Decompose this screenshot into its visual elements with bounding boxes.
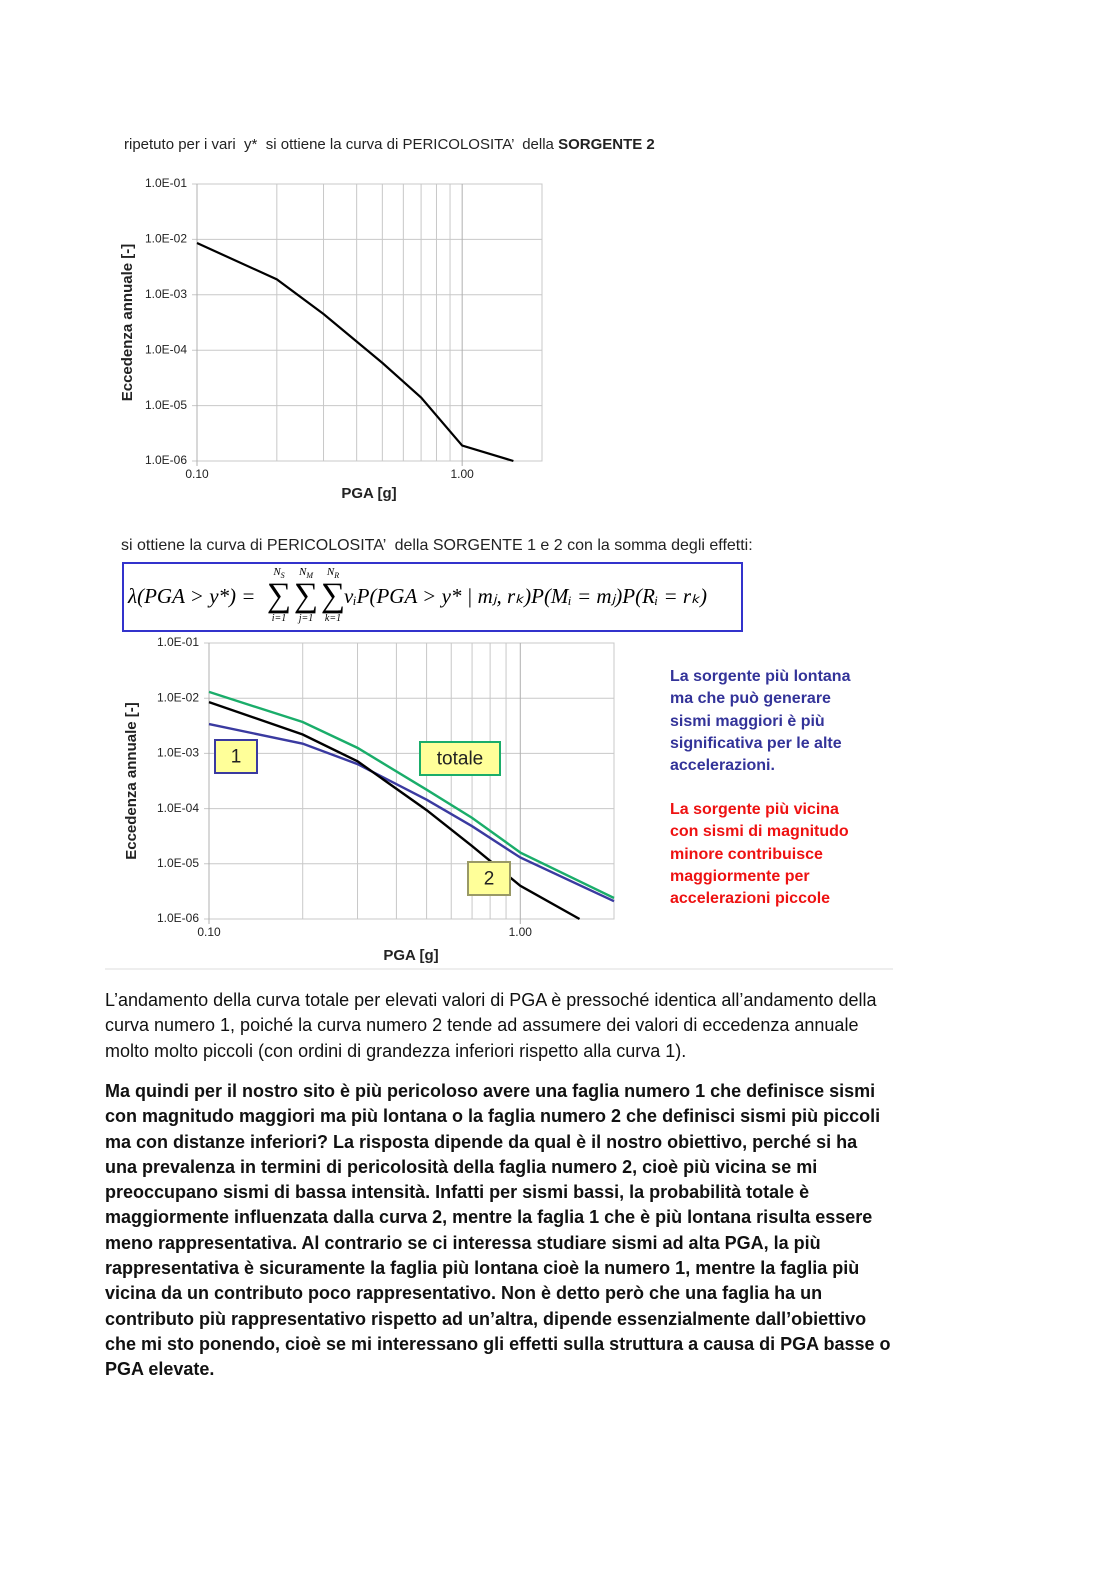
summation: NS ∑ i=1 [266, 566, 292, 624]
sum-lower: k=1 [324, 613, 342, 624]
formula: λ(PGA > y*) = vᵢP(PGA > y* | mⱼ, rₖ)P(Mᵢ… [122, 562, 743, 632]
series-label: totale [437, 749, 483, 770]
y-tick-label: 1.0E-01 [157, 635, 199, 649]
paragraph-line: con magnitudo maggiori ma più lontana o … [105, 1106, 881, 1127]
sum-upper-sub: R [334, 571, 340, 581]
paragraph-line: curva numero 1, poiché la curva numero 2… [105, 1015, 859, 1036]
sum-lower: i=1 [271, 613, 287, 624]
note-line: minore contribuisce [670, 845, 823, 863]
note-line: La sorgente più vicina [670, 801, 839, 818]
curve [208, 690, 615, 900]
note-line: ma che può generare [670, 690, 831, 708]
y-axis-label: Eccedenza annuale [-] [119, 244, 136, 402]
note-line: sismi maggiori è più [670, 712, 825, 730]
sum-upper-sub: S [280, 571, 285, 581]
y-tick-label: 1.0E-06 [145, 453, 187, 467]
y-tick-label: 1.0E-01 [145, 176, 187, 190]
sum-upper-n: N [298, 566, 307, 578]
curve [208, 722, 615, 903]
curve [196, 242, 514, 463]
paragraph: L’andamento della curva totale per eleva… [105, 988, 876, 1064]
note-line: maggiormente per [670, 867, 810, 885]
paragraph-bold: Ma quindi per il nostro sito è più peric… [105, 1079, 891, 1383]
paragraph-line: rappresentativa è sicuramente la faglia … [105, 1258, 860, 1279]
sum-upper: NM [293, 566, 319, 581]
paragraph-line: che mi sto ponendo, cioè se mi interessa… [105, 1333, 891, 1354]
x-tick-label: 1.00 [450, 467, 474, 481]
paragraph-line: maggiormente influenzata dalla curva 2, … [105, 1207, 873, 1228]
sum-sign: ∑ [320, 577, 346, 614]
note-red: La sorgente più vicina con sismi di magni… [670, 799, 849, 910]
note-line: accelerazioni. [670, 757, 775, 775]
x-tick-label: 0.10 [197, 925, 221, 939]
note-line: accelerazioni piccole [670, 890, 831, 908]
y-tick-label: 1.0E-02 [157, 690, 199, 704]
paragraph-line: contributo più rappresentativo rispetto … [105, 1308, 867, 1329]
rule [105, 968, 893, 970]
sum-lower: j=1 [298, 613, 314, 624]
intro-bold: SORGENTE 2 [558, 136, 655, 153]
series-label: 2 [484, 869, 495, 890]
sum-upper: NS [266, 566, 292, 581]
y-tick-label: 1.0E-02 [145, 232, 187, 246]
x-tick-label: 0.10 [185, 467, 209, 481]
curve [208, 700, 581, 921]
sum-upper-n: N [326, 566, 335, 578]
y-tick-label: 1.0E-03 [145, 287, 187, 301]
sum-upper-n: N [273, 566, 281, 578]
y-axis-label: Eccedenza annuale [-] [123, 702, 140, 860]
y-tick-label: 1.0E-03 [157, 746, 199, 760]
paragraph-line: L’andamento della curva totale per eleva… [105, 990, 877, 1010]
note-line: significativa per le alte [670, 734, 842, 752]
sum-sign: ∑ [293, 577, 319, 614]
paragraph-line: PGA elevate. [105, 1359, 215, 1380]
series-label: 1 [231, 747, 242, 768]
paragraph-line: Ma quindi per il nostro sito è più peric… [105, 1081, 876, 1101]
paragraph-line: molto molto piccoli (con ordini di grand… [105, 1040, 687, 1061]
x-axis-label: PGA [g] [383, 947, 438, 964]
paragraph-line: una prevalenza in termini di pericolosit… [105, 1156, 818, 1177]
x-tick-label: 1.00 [509, 925, 533, 939]
sum-upper-sub: M [306, 571, 313, 581]
paragraph-line: preoccupano sismi di bassa intensità. In… [105, 1182, 810, 1203]
note-line: con sismi di magnitudo [670, 823, 849, 841]
intro: si ottiene la curva di PERICOLOSITA’ del… [121, 537, 753, 554]
y-tick-label: 1.0E-05 [145, 398, 187, 412]
intro-text: ripetuto per i vari y* si ottiene la cur… [124, 136, 559, 153]
series-label-box [214, 739, 258, 774]
paragraph-line: ma con distanze inferiori? La risposta d… [105, 1131, 858, 1152]
formula-lhs: λ(PGA > y*) = [128, 584, 256, 608]
y-tick-label: 1.0E-04 [157, 801, 199, 815]
note-line: La sorgente più lontana [670, 668, 851, 685]
charts: 1.0E-01 1.0E-02 1.0E-03 1.0E-04 1.0E-05 1.0E-… [119, 176, 615, 964]
y-tick-label: 1.0E-05 [157, 856, 199, 870]
plot-frame [196, 183, 543, 462]
x-axis-label: PGA [g] [341, 485, 396, 502]
sum-sign: ∑ [266, 577, 292, 614]
y-tick-label: 1.0E-06 [157, 911, 199, 925]
paragraph-line: meno rappresentativa. Al contrario se ci… [105, 1232, 821, 1253]
sum-upper: NR [320, 566, 346, 581]
series-label-box [467, 861, 511, 896]
summation: NM ∑ j=1 [293, 566, 319, 624]
paragraph-line: vicina da un contributo poco rappresenta… [105, 1283, 823, 1304]
formula-rhs: vᵢP(PGA > y* | mⱼ, rₖ)P(Mᵢ = mⱼ)P(Rᵢ = r… [344, 584, 707, 608]
note-blue: La sorgente più lontana ma che può genera… [670, 666, 850, 777]
intro: ripetuto per i vari y* si ottiene la cur… [124, 136, 655, 153]
summation: NR ∑ k=1 [320, 566, 346, 624]
series-label-box [419, 741, 501, 776]
y-tick-label: 1.0E-04 [145, 342, 187, 356]
